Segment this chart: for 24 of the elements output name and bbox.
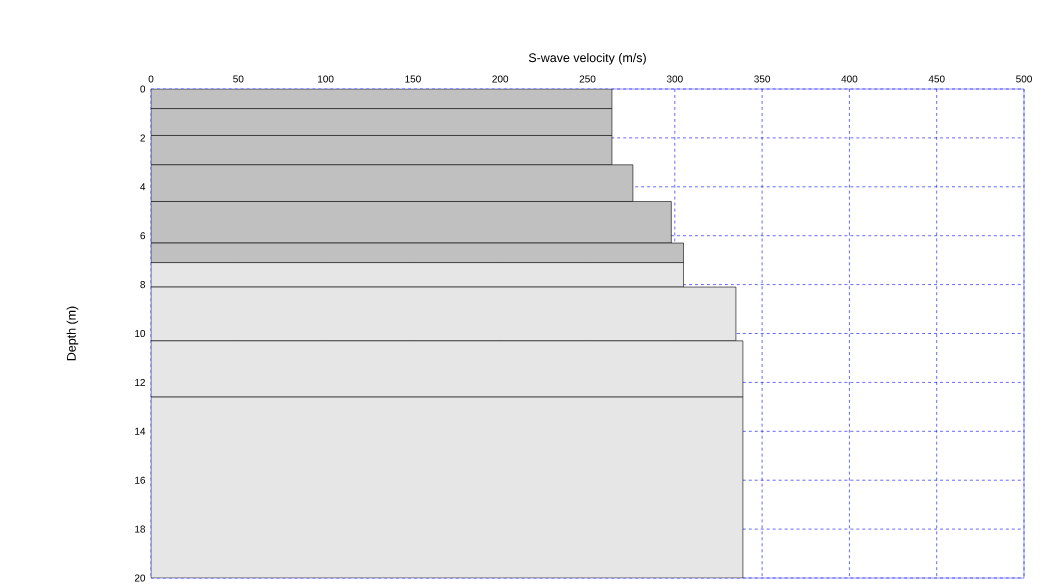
- x-tick-label: 350: [754, 75, 771, 83]
- x-tick-label: 500: [1016, 75, 1032, 83]
- x-tick-label: 300: [666, 75, 683, 83]
- x-tick-label: 200: [492, 75, 509, 83]
- x-tick-label: 100: [318, 75, 334, 83]
- y-tick-label: 18: [135, 525, 146, 533]
- y-tick-label: 20: [134, 574, 146, 582]
- x-tick-label: 150: [405, 75, 421, 83]
- y-tick-label: 16: [135, 476, 146, 484]
- x-tick-label: 400: [841, 75, 858, 83]
- y-axis-title: Depth (m): [66, 306, 79, 361]
- y-tick-label: 2: [140, 134, 145, 142]
- y-tick-label: 8: [140, 281, 146, 289]
- x-tick-label: 250: [579, 75, 596, 83]
- y-tick-label: 6: [140, 232, 146, 240]
- y-tick-label: 4: [140, 183, 146, 191]
- y-tick-label: 10: [135, 329, 146, 338]
- y-tick-label: 12: [135, 378, 145, 386]
- x-tick-label: 450: [928, 75, 945, 83]
- y-tick-label: 0: [140, 85, 146, 93]
- x-tick-label: 0: [148, 75, 154, 83]
- x-axis-title: S-wave velocity (m/s): [528, 52, 646, 65]
- y-tick-label: 14: [135, 427, 146, 435]
- x-tick-label: 50: [233, 75, 244, 83]
